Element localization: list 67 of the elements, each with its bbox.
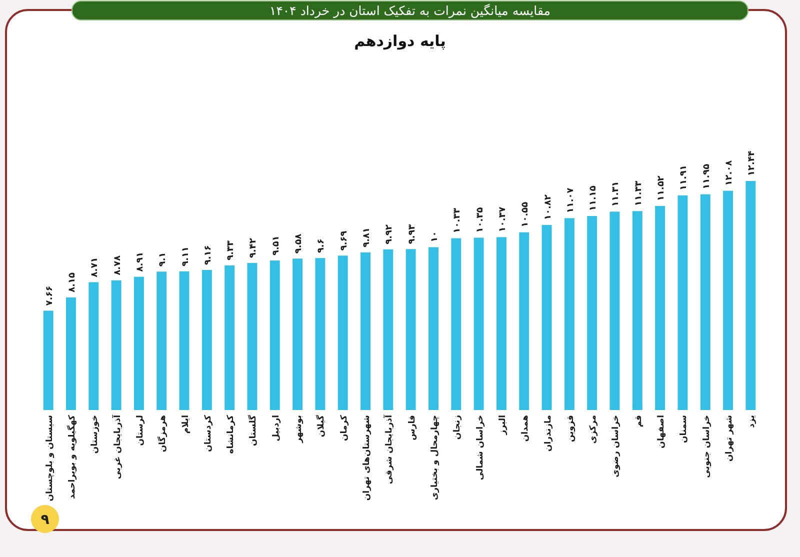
x-tick-label: همدان xyxy=(520,415,531,442)
value-label: ۸.۷۱ xyxy=(90,257,100,278)
x-tick-label: اصفهان xyxy=(656,415,667,448)
x-tick-label: مازندران xyxy=(543,415,554,452)
x-tick-label: سیستان و بلوچستان xyxy=(44,415,55,502)
x-tick-label: آذربایجان شرقی xyxy=(384,415,395,484)
value-label: ۹.۶ xyxy=(316,238,327,254)
value-label: ۱۱.۵۲ xyxy=(656,176,667,201)
x-tick-label: خراسان شمالی xyxy=(475,415,486,480)
x-tick-label: خراسان رضوی xyxy=(611,415,622,478)
x-tick-label: کرمان xyxy=(339,415,350,441)
value-label: ۹.۵۸ xyxy=(294,234,304,254)
value-label: ۱۱.۹۱ xyxy=(679,164,690,190)
value-label: ۸.۷۸ xyxy=(112,255,123,276)
value-label: ۸.۹۱ xyxy=(135,252,146,272)
value-label: ۹.۹۲ xyxy=(384,224,395,244)
x-tick-label: مرکزی xyxy=(588,415,599,444)
value-label: ۱۱.۱۵ xyxy=(588,186,599,211)
x-tick-label: چهارمحال و بختیاری xyxy=(430,415,440,500)
x-tick-label: یزد xyxy=(747,415,758,428)
value-label: ۹.۳۳ xyxy=(226,240,236,260)
value-label: ۱۱.۳۳ xyxy=(634,180,644,206)
x-tick-label: شهر تهران xyxy=(724,415,735,462)
x-tick-label: لرستان xyxy=(135,415,146,446)
x-tick-label: گیلان xyxy=(316,415,327,438)
value-label: ۸.۱۵ xyxy=(67,272,78,292)
x-tick-label: هرمزگان xyxy=(158,415,168,452)
x-tick-label: شهرستان‌های تهران xyxy=(362,415,372,501)
value-label: ۹.۹۳ xyxy=(407,224,418,244)
x-tick-label: اردبیل xyxy=(271,415,282,442)
value-label: ۹.۴۲ xyxy=(248,238,259,258)
x-tick-label: فارس xyxy=(407,415,418,440)
value-label: ۹.۸۱ xyxy=(362,227,372,248)
value-label: ۱۰.۳۳ xyxy=(452,208,463,234)
value-label: ۷.۶۶ xyxy=(44,286,55,306)
value-label: ۹.۵۱ xyxy=(271,236,282,256)
value-label: ۱۱.۰۷ xyxy=(566,188,576,214)
x-tick-label: خراسان جنوبی xyxy=(702,415,712,478)
x-tick-label: کردستان xyxy=(203,415,214,452)
value-label: ۱۰.۳۵ xyxy=(475,207,486,233)
x-tick-label: قزوین xyxy=(566,415,576,442)
x-tick-label: سمنان xyxy=(679,415,690,443)
value-label: ۹.۱ xyxy=(158,252,168,267)
x-tick-label: البرز xyxy=(498,415,508,435)
value-label: ۱۲.۰۸ xyxy=(724,160,735,186)
value-label: ۱۱.۹۵ xyxy=(702,164,712,190)
x-tick-label: کهگیلویه و بویراحمد xyxy=(67,415,78,499)
value-label: ۱۰.۵۵ xyxy=(520,202,531,228)
value-label: ۱۰.۸۲ xyxy=(543,194,554,220)
x-tick-label: بوشهر xyxy=(294,415,304,443)
value-label: ۱۲.۴۴ xyxy=(747,150,758,176)
value-label: ۹.۱۱ xyxy=(180,246,191,266)
value-label: ۹.۶۹ xyxy=(339,230,350,251)
x-tick-label: کرمانشاه xyxy=(226,415,236,454)
subtitle: پایه دوازدهم xyxy=(354,32,446,50)
x-tick-label: آذربایجان غربی xyxy=(112,415,123,480)
annotation: ۹ xyxy=(40,512,50,528)
x-tick-label: زنجان xyxy=(452,415,463,440)
title: مقایسه میانگین نمرات به تفکیک استان در خرداد ۱۴۰۴ xyxy=(270,3,550,18)
value-label: ۱۰ xyxy=(430,231,440,242)
value-label: ۱۰.۳۷ xyxy=(498,206,508,232)
x-tick-label: ایلام xyxy=(180,415,191,434)
x-tick-label: خوزستان xyxy=(90,415,100,454)
x-tick-label: قم xyxy=(634,415,644,428)
value-label: ۹.۱۶ xyxy=(203,245,214,265)
value-label: ۱۱.۳۱ xyxy=(611,181,622,207)
x-tick-label: گلستان xyxy=(248,415,259,446)
